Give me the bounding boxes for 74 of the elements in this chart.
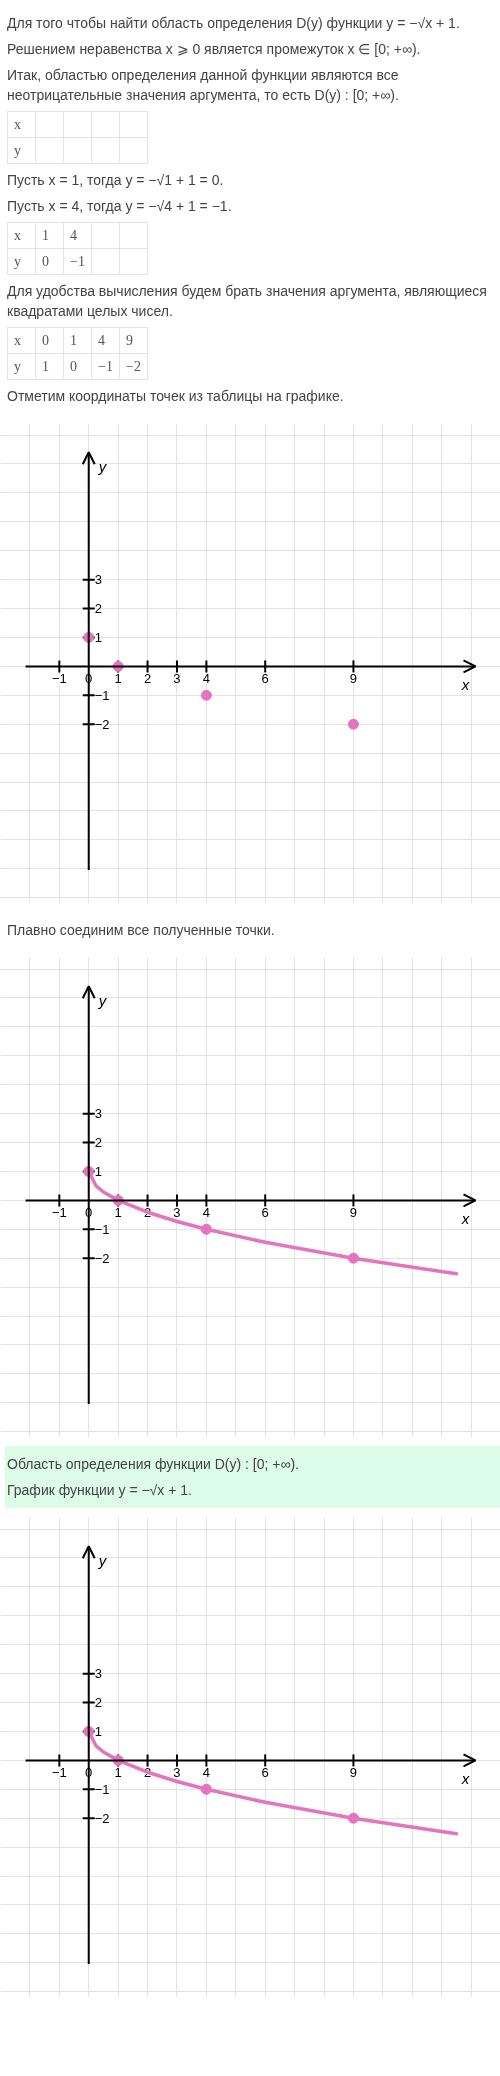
table-cell: x (7, 111, 36, 138)
table-cell: 0 (35, 327, 64, 354)
table-cell: 1 (35, 353, 64, 380)
text: Итак, областью определения данной функции являются все неотрицательные значения аргумента, то есть D(y) : [0; +∞). (7, 66, 400, 105)
point (200, 1223, 212, 1235)
x-tick-label: 4 (202, 1205, 210, 1221)
text: Пусть x = 1, тогда y = −√1 + 1 = 0. (7, 171, 225, 190)
point (347, 1812, 359, 1824)
table-cell: 9 (119, 327, 148, 354)
x-tick-label: 6 (261, 1765, 269, 1781)
y-tick-label: −1 (94, 687, 110, 703)
text: Решением неравенства x ⩾ 0 является промежуток x ∈ [0; +∞). (7, 40, 422, 59)
x-tick-label: 1 (114, 671, 122, 687)
table-cell: −1 (63, 248, 92, 275)
y-axis-title: y (97, 1552, 108, 1570)
x-tick-label: −1 (51, 1205, 67, 1221)
x-tick-label: 2 (143, 671, 152, 687)
table-cell: y (7, 137, 36, 164)
table-cell: 4 (63, 222, 92, 249)
x-tick-label: 4 (202, 671, 210, 687)
table-cell: y (7, 248, 36, 275)
point (347, 718, 359, 730)
y-tick-label: 1 (94, 1723, 102, 1739)
y-tick-label: 3 (94, 1666, 102, 1682)
table-cell: −1 (91, 353, 120, 380)
x-tick-label: 3 (173, 1205, 181, 1221)
text: Пусть x = 4, тогда y = −√4 + 1 = −1. (7, 197, 233, 216)
y-axis-title: y (97, 992, 108, 1010)
text: График функции y = −√x + 1. (7, 1481, 193, 1500)
x-axis-title: x (460, 676, 470, 694)
x-tick-label: 9 (349, 1765, 358, 1781)
table-cell: 0 (35, 248, 64, 275)
table-cell: 1 (35, 222, 64, 249)
y-axis-title: y (97, 458, 108, 476)
y-tick-label: 3 (94, 1106, 102, 1122)
table-cell: 0 (63, 353, 92, 380)
point (200, 689, 212, 701)
y-tick-label: 1 (94, 1163, 102, 1179)
point (200, 1783, 212, 1795)
x-tick-label: 6 (261, 671, 269, 687)
x-axis-title: x (460, 1770, 470, 1788)
x-tick-label: 3 (173, 1765, 181, 1781)
text: Для того чтобы найти область определения D(y) функции y = −√x + 1. (7, 14, 461, 33)
x-tick-label: 4 (202, 1765, 210, 1781)
y-tick-label: 1 (94, 629, 102, 645)
x-axis-title: x (460, 1210, 470, 1228)
y-tick-label: −2 (94, 716, 110, 732)
y-tick-label: −2 (94, 1250, 110, 1266)
y-tick-label: −1 (94, 1781, 110, 1797)
point (347, 1252, 359, 1264)
table-cell: x (7, 327, 36, 354)
y-tick-label: 2 (94, 1695, 102, 1711)
x-tick-label: 1 (114, 1765, 122, 1781)
table-cell: x (7, 222, 36, 249)
table-cell: y (7, 353, 36, 380)
text: Область определения функции D(y) : [0; +∞). (7, 1455, 299, 1474)
text: Отметим координаты точек из таблицы на графике. (7, 387, 345, 406)
y-tick-label: −1 (94, 1221, 110, 1237)
table-cell: 1 (63, 327, 92, 354)
table-cell: −2 (119, 353, 148, 380)
y-tick-label: 3 (94, 572, 102, 588)
x-tick-label: 9 (349, 1205, 358, 1221)
y-tick-label: −2 (94, 1810, 110, 1826)
table-cell: 4 (91, 327, 120, 354)
text: Для удобства вычисления будем брать значения аргумента, являющиеся квадратами целых чисел. (7, 282, 488, 321)
x-tick-label: 6 (261, 1205, 269, 1221)
x-tick-label: 1 (114, 1205, 122, 1221)
text: Плавно соединим все полученные точки. (7, 921, 275, 940)
x-tick-label: 9 (349, 671, 358, 687)
y-tick-label: 2 (94, 601, 102, 617)
x-tick-label: −1 (51, 671, 67, 687)
y-tick-label: 2 (94, 1135, 102, 1151)
x-tick-label: −1 (51, 1765, 67, 1781)
x-tick-label: 3 (173, 671, 181, 687)
